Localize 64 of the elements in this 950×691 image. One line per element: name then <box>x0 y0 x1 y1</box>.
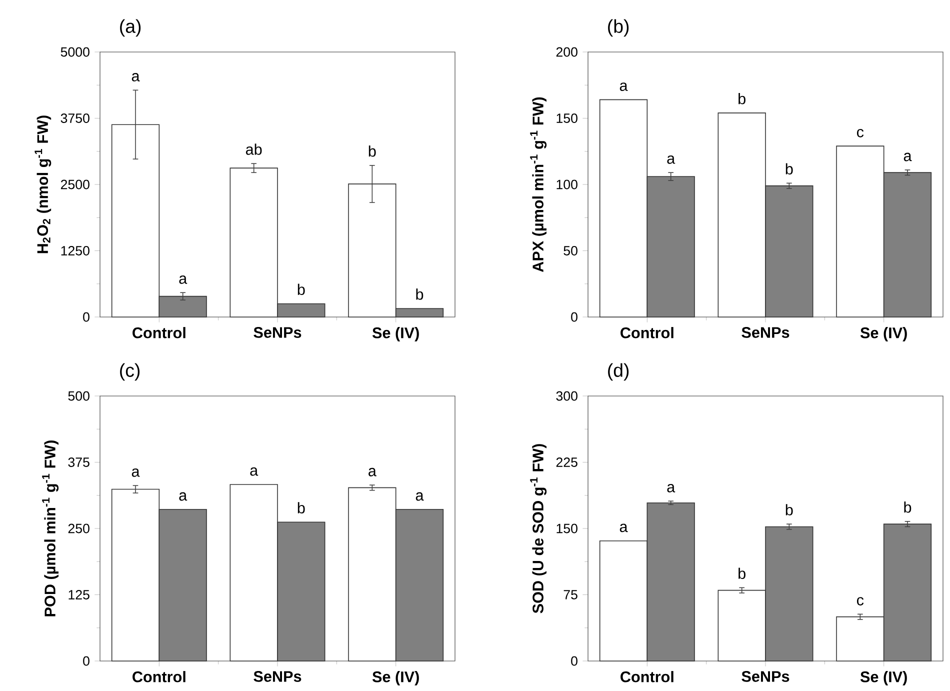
data-label: b <box>738 92 746 104</box>
data-label: b <box>786 504 793 516</box>
data-label: a <box>179 492 188 501</box>
y-axis-title: APX (µmol min$^{-1}$ g$^{-1}$ FW) <box>530 97 547 272</box>
data-label: b <box>738 568 746 579</box>
data-label: a <box>416 492 424 501</box>
data-label: a <box>132 468 140 477</box>
y-tick-label: 150 <box>556 524 578 534</box>
chart-title: (c) <box>120 363 140 381</box>
y-tick-label: 0 <box>83 656 90 666</box>
y-tick-label: 75 <box>564 590 578 600</box>
x-tick-label: SeNPs <box>254 327 302 338</box>
y-tick-label: 0 <box>83 312 90 322</box>
y-axis-title: H$_{2}$O$_{2}$ (nmol g$^{-1}$ FW) <box>34 116 52 254</box>
x-tick-label: SeNPs <box>742 671 790 682</box>
x-tick-label: Control <box>620 327 674 338</box>
y-tick-label: 200 <box>556 47 578 57</box>
x-tick-label: Control <box>132 671 186 682</box>
y-tick-label: 2500 <box>60 180 90 190</box>
data-label: a <box>368 468 376 476</box>
y-axis-title: POD (µmol min$^{-1}$ g$^{-1}$ FW) <box>42 440 59 616</box>
data-label: b <box>298 502 305 514</box>
data-label: b <box>416 288 424 300</box>
y-tick-label: 5000 <box>60 47 90 57</box>
chart-title: (a) <box>120 19 141 37</box>
y-tick-label: 1250 <box>61 246 90 256</box>
data-label: b <box>786 163 793 174</box>
data-label: a <box>250 467 258 476</box>
y-tick-label: 0 <box>571 656 578 666</box>
x-tick-label: SeNPs <box>254 671 302 682</box>
y-tick-label: 50 <box>564 246 578 256</box>
y-axis-title: SOD (U de SOD g$^{-1}$ FW) <box>530 444 547 614</box>
data-label: b <box>904 501 912 513</box>
data-label: b <box>368 145 376 157</box>
y-tick-label: 225 <box>556 458 578 467</box>
data-label: a <box>620 524 628 532</box>
y-tick-label: 375 <box>68 458 90 467</box>
data-label: a <box>667 155 676 164</box>
y-tick-label: 125 <box>68 590 90 600</box>
data-label: a <box>132 73 140 82</box>
x-tick-label: Se (IV) <box>372 327 419 342</box>
data-label: a <box>667 484 676 492</box>
x-tick-label: Control <box>620 671 674 682</box>
x-tick-label: Se (IV) <box>372 671 419 686</box>
y-tick-label: 0 <box>571 312 578 322</box>
data-label: c <box>856 597 864 606</box>
data-label: a <box>620 82 628 91</box>
y-tick-label: 500 <box>68 391 90 401</box>
data-label: a <box>904 152 912 162</box>
y-tick-label: 150 <box>556 114 578 123</box>
y-tick-label: 3750 <box>60 114 90 123</box>
y-tick-label: 100 <box>556 180 578 190</box>
x-tick-label: Se (IV) <box>860 671 907 686</box>
x-tick-label: SeNPs <box>742 327 790 338</box>
x-tick-label: Se (IV) <box>860 327 907 342</box>
chart-title: (b) <box>608 19 629 37</box>
y-tick-label: 250 <box>68 524 90 534</box>
x-tick-label: Control <box>132 327 186 338</box>
data-label: c <box>856 128 864 138</box>
data-label: ab <box>246 144 262 155</box>
data-label: b <box>298 284 305 296</box>
data-label: a <box>179 276 188 284</box>
y-tick-label: 300 <box>556 391 578 401</box>
chart-title: (d) <box>608 363 629 381</box>
